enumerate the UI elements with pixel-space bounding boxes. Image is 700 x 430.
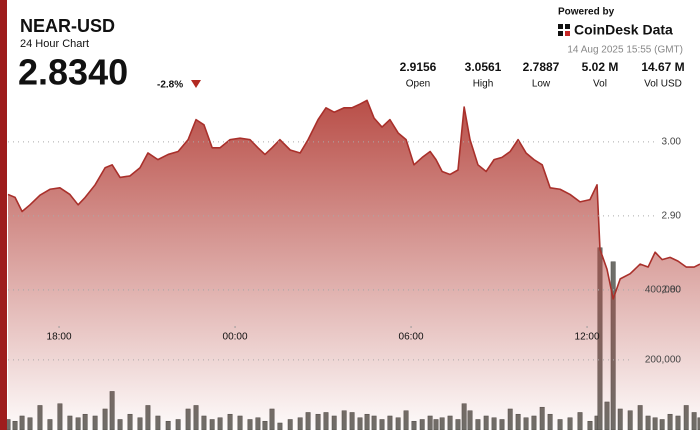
x-tick-label: 06:00 — [399, 332, 424, 343]
y2-tick-label: 400,000 — [645, 284, 682, 295]
x-tick-label: 00:00 — [223, 332, 248, 343]
stats: 2.9156 Open 3.0561 High 2.7887 Low 5.02 M Vol 14… — [400, 60, 685, 89]
powered-by: Powered by — [558, 7, 615, 18]
accent-bar — [0, 0, 7, 430]
stat-value: 2.7887 — [523, 60, 560, 74]
stat-value: 5.02 M — [582, 60, 619, 74]
brand-logo — [558, 24, 570, 36]
stat-label: High — [473, 79, 494, 90]
title: NEAR-USD — [20, 16, 115, 36]
stat-label: Vol — [593, 79, 607, 90]
price-area — [8, 100, 700, 430]
stat-value: 2.9156 — [400, 60, 437, 74]
timestamp: 14 Aug 2025 15:55 (GMT) — [567, 45, 683, 56]
y-tick-label: 2.80 — [662, 285, 682, 296]
change: -2.8% — [157, 80, 183, 91]
price-line — [7, 99, 700, 300]
stat-value: 3.0561 — [465, 60, 502, 74]
stat-label: Open — [406, 79, 430, 90]
price: 2.8340 — [18, 52, 128, 93]
stat-label: Vol USD — [644, 79, 682, 90]
down-arrow — [191, 80, 201, 88]
brand: CoinDesk Data — [574, 22, 673, 38]
x-tick-label: 12:00 — [575, 332, 600, 343]
stat-label: Low — [532, 79, 551, 90]
y2-tick-label: 200,000 — [645, 355, 682, 366]
x-tick-label: 18:00 — [47, 332, 72, 343]
y-tick-label: 2.90 — [662, 211, 682, 222]
subtitle: 24 Hour Chart — [20, 38, 89, 50]
stat-value: 14.67 M — [641, 60, 684, 74]
plot: 2.80 2.90 3.00 200,000 400,000 18:00 00:00 06:0… — [5, 99, 700, 430]
y-tick-label: 3.00 — [662, 136, 682, 147]
